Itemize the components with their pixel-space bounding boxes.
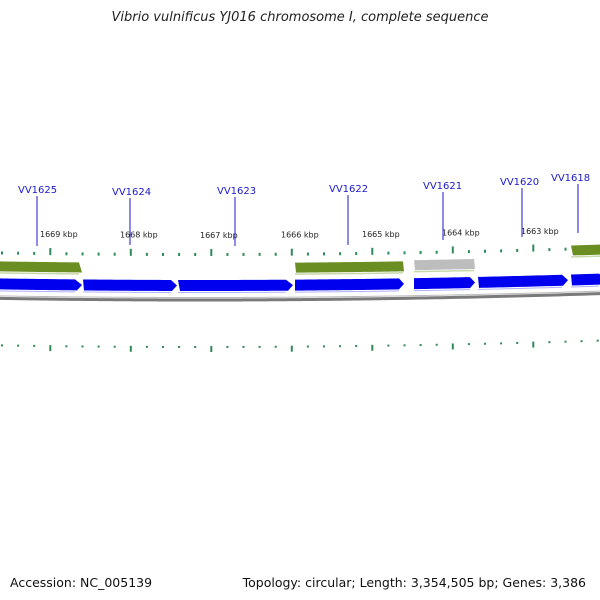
cds-arrow xyxy=(295,278,404,291)
kbp-label: 1663 kbp xyxy=(521,227,559,236)
kbp-label: 1668 kbp xyxy=(120,231,158,240)
cds-arrows xyxy=(0,273,600,293)
gene-label: VV1618 xyxy=(551,173,590,184)
cds-arrow-edge xyxy=(413,289,471,292)
topology-summary: Topology: circular; Length: 3,354,505 bp… xyxy=(242,575,586,590)
cds-arrow-edge xyxy=(82,291,172,293)
kbp-label: 1665 kbp xyxy=(362,230,400,239)
gene-label: VV1621 xyxy=(423,181,462,192)
gene-band-edge xyxy=(0,272,80,275)
gene-band xyxy=(295,261,404,273)
cds-arrow-edge xyxy=(570,285,600,288)
cds-arrow xyxy=(178,279,293,291)
pseudo-gene-band xyxy=(414,259,475,271)
outer-tick-ring xyxy=(1,244,599,256)
kbp-label: 1664 kbp xyxy=(442,229,480,238)
gene-band xyxy=(0,261,82,273)
cds-arrow-edge xyxy=(0,290,76,293)
gene-labels: VV1625 VV1624 VV1623 VV1622 VV1621 VV1620 VV16… xyxy=(18,173,590,246)
pseudo-gene-band-edge xyxy=(413,269,475,273)
cds-arrow xyxy=(478,274,568,288)
kbp-label: 1666 kbp xyxy=(281,231,319,240)
cds-arrow-edge xyxy=(294,290,400,293)
gene-label: VV1624 xyxy=(112,187,151,198)
cds-arrow xyxy=(571,273,600,286)
cds-arrow-edge xyxy=(477,286,563,290)
accession-text: Accession: NC_005139 xyxy=(10,575,153,590)
gene-label: VV1622 xyxy=(329,184,368,195)
chromosome-backbone xyxy=(0,292,600,302)
kbp-label: 1669 kbp xyxy=(40,230,78,239)
cds-arrow xyxy=(83,279,177,291)
cds-arrow xyxy=(414,277,475,290)
cds-arrow xyxy=(0,278,82,291)
feature-bands xyxy=(0,244,600,275)
kbp-label: 1667 kbp xyxy=(200,231,238,240)
map-title: Vibrio vulnificus YJ016 chromosome I, co… xyxy=(111,10,489,25)
gene-band-edge xyxy=(570,255,600,258)
gene-label: VV1620 xyxy=(500,177,539,188)
gene-band xyxy=(571,244,600,256)
kbp-labels: 1669 kbp 1668 kbp 1667 kbp 1666 kbp 1665 kbp… xyxy=(40,227,559,240)
chromosome-backbone-highlight xyxy=(0,290,600,298)
gene-label: VV1623 xyxy=(217,186,256,197)
gene-band-edge xyxy=(294,272,404,275)
inner-tick-ring xyxy=(1,339,599,352)
gene-label: VV1625 xyxy=(18,185,57,196)
